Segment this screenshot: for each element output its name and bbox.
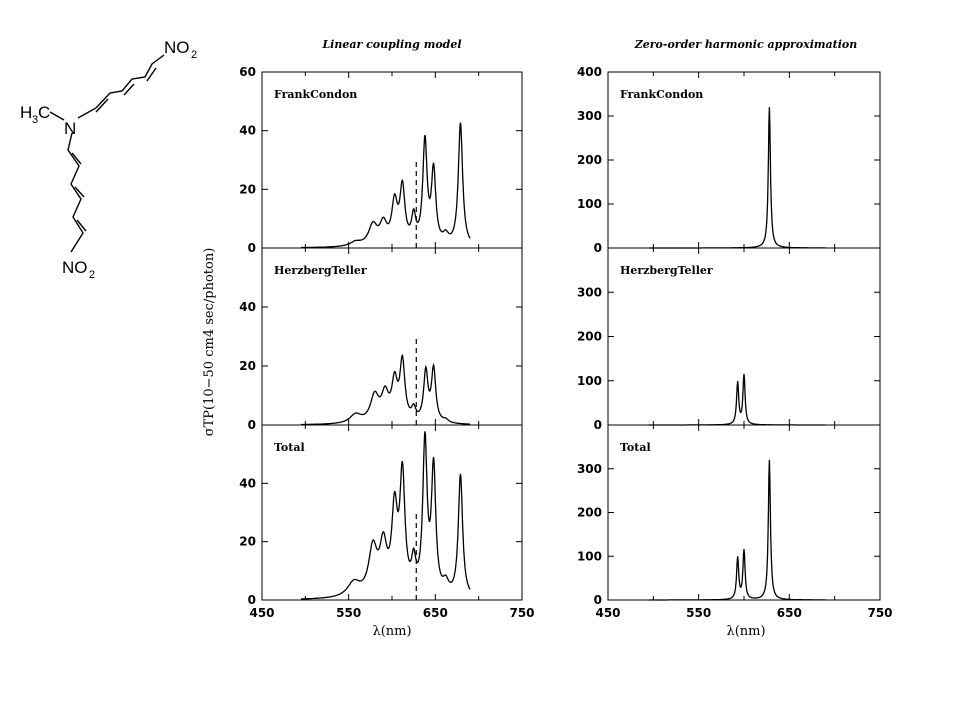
series-line	[648, 107, 826, 249]
molecule-structure: N H 3 C NO 2 NO 2	[20, 38, 197, 281]
y-tick-label: 60	[239, 65, 256, 79]
nitro-top: NO	[164, 38, 190, 57]
y-tick-label: 0	[594, 593, 602, 607]
y-tick-label: 100	[577, 197, 602, 211]
left-y-axis-label: σTP(10−50 cm4 sec/photon)	[202, 248, 217, 437]
y-tick-label: 0	[248, 593, 256, 607]
chart-frame	[607, 71, 881, 601]
methyl-h: H	[20, 103, 32, 122]
panel-frankcondon: 0 20 40 60 FrankCondon	[239, 65, 523, 255]
y-tick-label: 20	[239, 535, 256, 549]
y-tick-label: 40	[239, 476, 256, 490]
left-x-axis-label: λ(nm)	[372, 624, 411, 639]
series-line	[301, 431, 471, 600]
y-tick-label: 100	[577, 374, 602, 388]
x-tick-label: 750	[509, 606, 534, 620]
y-tick-label: 300	[577, 462, 602, 476]
panel-label: FrankCondon	[274, 88, 357, 101]
panel-label: FrankCondon	[620, 88, 703, 101]
y-tick-label: 300	[577, 109, 602, 123]
methyl-subscript: 3	[32, 114, 38, 126]
x-tick-label: 650	[423, 606, 448, 620]
methyl-c: C	[38, 103, 50, 122]
linear-coupling-chart: 0 20 40 60 FrankCondon 0 20 40 HerzbergTeller 0 20…	[239, 65, 534, 620]
panel-total: 0 100 200 300 Total	[577, 424, 881, 607]
series-line	[648, 373, 826, 426]
panel-label: HerzbergTeller	[620, 264, 713, 277]
y-tick-label: 200	[577, 506, 602, 520]
x-tick-label: 550	[336, 606, 361, 620]
y-tick-label: 300	[577, 285, 602, 299]
molecule-bonds	[49, 54, 165, 253]
nitro-top-subscript: 2	[191, 49, 197, 61]
panel-herzbergteller: 0 100 200 300 HerzbergTeller	[577, 247, 881, 432]
y-tick-label: 100	[577, 549, 602, 563]
nitro-bottom: NO	[62, 258, 88, 277]
x-tick-label: 650	[777, 606, 802, 620]
y-tick-label: 20	[239, 359, 256, 373]
series-line	[301, 353, 470, 426]
y-tick-label: 20	[239, 182, 256, 196]
panel-label: HerzbergTeller	[274, 264, 367, 277]
y-tick-label: 0	[248, 241, 256, 255]
series-line	[301, 122, 471, 249]
left-column-title: Linear coupling model	[321, 38, 461, 51]
amine-nitrogen: N	[64, 119, 76, 138]
y-tick-label: 40	[239, 300, 256, 314]
zero-order-harmonic-chart: 0 100 200 300 400 FrankCondon 0 100 200 300 Herzbe…	[577, 65, 893, 620]
panel-frankcondon: 0 100 200 300 400 FrankCondon	[577, 65, 881, 255]
panel-label: Total	[274, 441, 305, 454]
x-tick-label: 450	[249, 606, 274, 620]
panel-herzbergteller: 0 20 40 HerzbergTeller	[239, 247, 523, 432]
panel-label: Total	[620, 441, 651, 454]
y-tick-label: 40	[239, 124, 256, 138]
series-line	[648, 459, 826, 601]
y-tick-label: 0	[594, 241, 602, 255]
x-tick-label: 450	[595, 606, 620, 620]
panel-total: 0 20 40 Total	[239, 424, 523, 607]
right-x-axis-label: λ(nm)	[726, 624, 765, 639]
nitro-bottom-subscript: 2	[89, 269, 95, 281]
right-column-title: Zero-order harmonic approximation	[634, 38, 858, 51]
y-tick-label: 200	[577, 153, 602, 167]
x-tick-label: 750	[867, 606, 892, 620]
x-tick-label: 550	[686, 606, 711, 620]
y-tick-label: 0	[248, 418, 256, 432]
y-tick-label: 200	[577, 330, 602, 344]
y-tick-label: 0	[594, 418, 602, 432]
y-tick-label: 400	[577, 65, 602, 79]
